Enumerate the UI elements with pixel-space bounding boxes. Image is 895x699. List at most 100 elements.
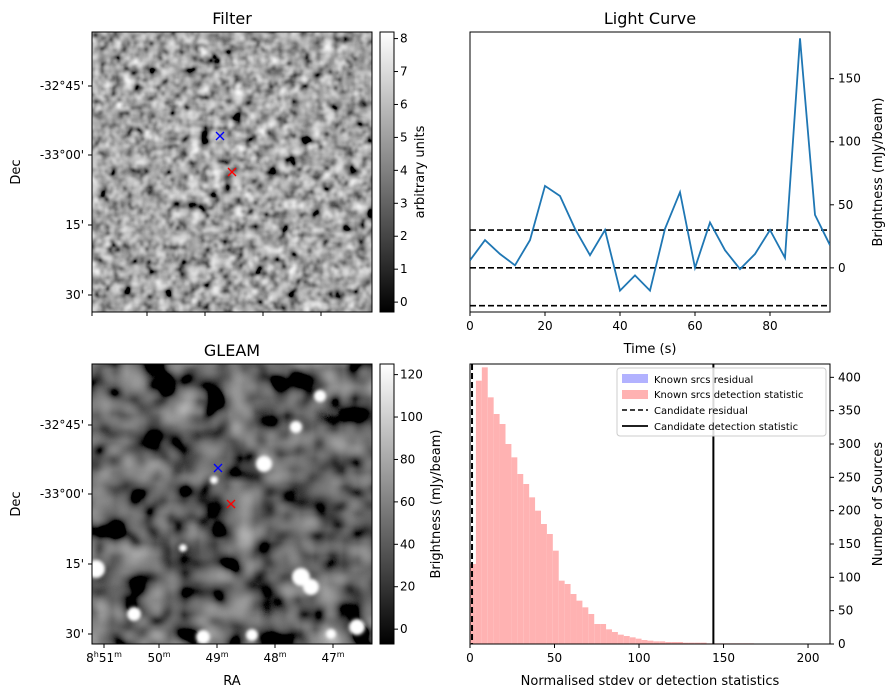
colorbar-tick-label: 120 [400, 368, 423, 382]
y-tick-label: -33°00' [40, 487, 84, 501]
light-curve-frame [469, 31, 831, 313]
histogram-bar [511, 457, 518, 644]
x-tick-label: 20 [537, 319, 552, 333]
y-tick-label: 200 [838, 504, 861, 518]
colorbar-tick-label: 6 [400, 97, 408, 111]
gleam-bright-sources [92, 390, 365, 644]
colorbar-tick-label: 0 [400, 622, 408, 636]
y-tick-label: 150 [838, 537, 861, 551]
y-tick-label: 0 [838, 261, 846, 275]
y-tick-label: 0 [838, 637, 846, 651]
legend-label-candidate-detection: Candidate detection statistic [654, 422, 798, 433]
colorbar-tick-label: 40 [400, 537, 415, 551]
histogram-xlabel: Normalised stdev or detection statistics [521, 674, 780, 689]
colorbar-tick-label: 5 [400, 130, 408, 144]
y-tick-label: 150 [838, 72, 861, 86]
histogram-bar [493, 414, 500, 644]
histogram-bar [688, 642, 695, 644]
histogram-bar [600, 624, 607, 644]
histogram-bar [540, 524, 547, 644]
light-curve-xlabel: Time (s) [623, 342, 677, 357]
y-tick-label: 30' [65, 288, 84, 302]
colorbar-tick-label: 20 [400, 580, 415, 594]
legend-swatch-detection [622, 390, 648, 399]
colorbar-tick-label: 60 [400, 495, 415, 509]
colorbar-tick-label: 1 [400, 262, 408, 276]
y-tick-label: 300 [838, 437, 861, 451]
filter-colorbar [379, 31, 395, 313]
y-tick-label: 15' [65, 557, 84, 571]
histogram-bar [582, 607, 589, 644]
colorbar-tick-label: 8 [400, 32, 408, 46]
light-curve-series [470, 38, 830, 293]
gleam-xlabel: RA [223, 674, 241, 689]
x-tick-label: 150 [712, 651, 735, 665]
x-tick-label: 50m [147, 650, 170, 665]
histogram-bar [475, 380, 482, 644]
histogram-bar [611, 632, 618, 644]
histogram-bar [677, 642, 683, 644]
x-tick-label: 0 [466, 651, 474, 665]
gleam-colorbar [379, 363, 395, 645]
histogram-ylabel: Number of Sources [871, 442, 886, 567]
histogram-bar [481, 367, 488, 644]
histogram-bar [665, 642, 672, 644]
x-tick-label: 80 [762, 319, 777, 333]
y-tick-label: 50 [838, 198, 853, 212]
y-tick-label: -32°45' [40, 418, 84, 432]
histogram-bar [700, 642, 707, 644]
legend-label-detection: Known srcs detection statistic [654, 390, 803, 401]
colorbar-tick-label: 3 [400, 196, 408, 210]
histogram-bar [487, 397, 494, 644]
histogram-bar [606, 629, 612, 644]
x-tick-label: 50 [547, 651, 562, 665]
y-tick-label: 50 [838, 604, 853, 618]
light-curve-x-ticks: 0 20 40 60 80 [466, 312, 778, 333]
x-tick-label: 49m [205, 650, 228, 665]
y-tick-label: 15' [65, 218, 84, 232]
filter-marker-red [227, 167, 237, 177]
x-tick-label: 200 [797, 651, 820, 665]
histogram-legend: Known srcs residual Known srcs detection… [616, 367, 827, 437]
y-tick-label: 250 [838, 470, 861, 484]
filter-x-tickmarks [91, 312, 322, 316]
gleam-image [92, 364, 372, 644]
histogram-bar [635, 638, 642, 644]
y-tick-label: -32°45' [40, 79, 84, 93]
filter-ylabel: Dec [9, 159, 24, 184]
histogram-bar [671, 642, 678, 644]
histogram-bar [594, 624, 601, 644]
light-curve-y-ticks: 0 50 100 150 [830, 72, 861, 275]
gleam-title: GLEAM [204, 341, 260, 360]
y-tick-label: 100 [838, 135, 861, 149]
colorbar-tick-label: 0 [400, 295, 408, 309]
histogram-bar [505, 444, 512, 644]
histogram-bar [641, 640, 648, 644]
gleam-panel: GLEAM -32°45'-33°00'15'30' 8h51m 50m 49m 4 [9, 341, 444, 689]
histogram-bar [552, 550, 559, 644]
histogram-bar [564, 584, 571, 644]
histogram-bar [576, 600, 583, 644]
histogram-bar [558, 580, 565, 644]
x-tick-label: 100 [628, 651, 651, 665]
colorbar-tick-label: 7 [400, 65, 408, 79]
y-tick-label: 400 [838, 370, 861, 384]
x-tick-label: 47m [321, 650, 344, 665]
colorbar-tick-label: 2 [400, 229, 408, 243]
histogram-bar [617, 634, 624, 644]
y-tick-label: 350 [838, 404, 861, 418]
filter-frame [91, 31, 373, 313]
x-tick-label: 60 [687, 319, 702, 333]
filter-colorbar-ticks: 0 1 2 3 4 5 6 7 8 [394, 32, 408, 309]
light-curve-ylabel: Brightness (mJy/beam) [871, 98, 886, 247]
light-curve-title: Light Curve [604, 9, 696, 28]
histogram-bar [653, 641, 660, 644]
histogram-y-ticks: 0 50 100 150 200 250 300 350 400 [830, 370, 861, 651]
filter-panel: Filter -32°45' -33°00' 15' 30' Dec 0 1 2 3 4 5 6 7… [9, 9, 428, 316]
colorbar-tick-label: 100 [400, 410, 423, 424]
histogram-bar [529, 497, 536, 644]
histogram-bar [546, 534, 553, 644]
gleam-marker-red [226, 499, 236, 509]
light-curve-panel: Light Curve 0 20 40 60 80 0 50 100 150 Time (s)… [466, 9, 886, 357]
legend-box [616, 367, 827, 437]
